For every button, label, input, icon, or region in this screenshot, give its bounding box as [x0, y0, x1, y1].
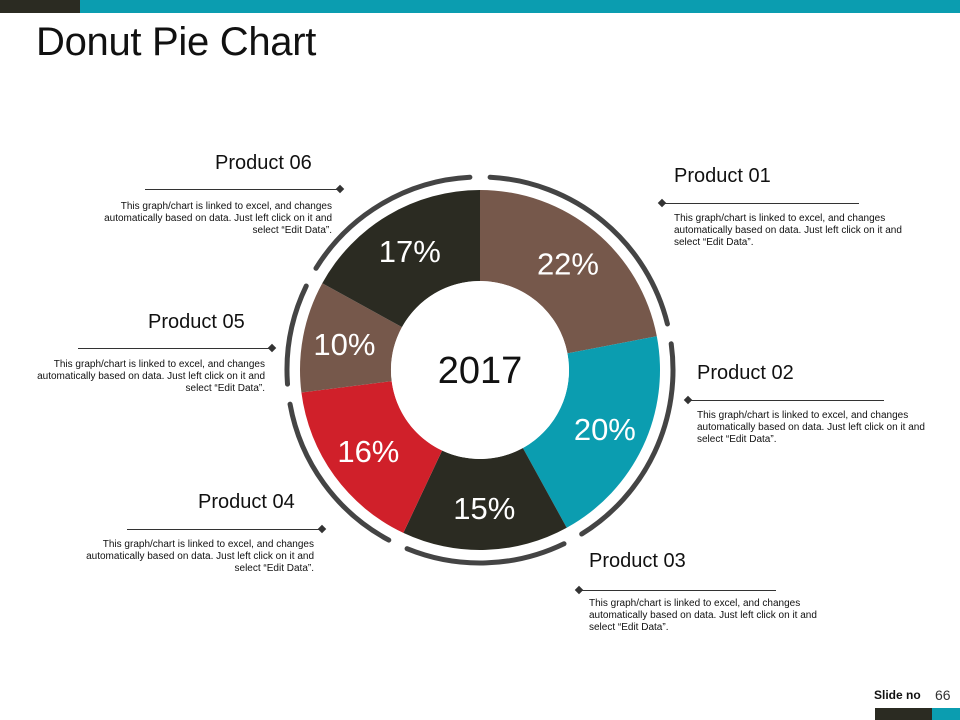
callout-line — [662, 203, 859, 204]
slice-product-01[interactable] — [480, 190, 657, 354]
callout-title: Product 04 — [198, 491, 295, 513]
donut-slices — [299, 190, 660, 550]
outer-ring-arc — [404, 541, 567, 566]
callout-title: Product 06 — [215, 152, 312, 174]
donut-hole — [391, 281, 569, 459]
outer-ring-arcs — [284, 174, 676, 566]
callout-description: This graph/chart is linked to excel, and… — [86, 539, 314, 574]
slice-product-04[interactable] — [301, 381, 443, 533]
callout-title: Product 01 — [674, 165, 771, 187]
outer-ring-arc — [313, 174, 473, 271]
slice-labels: 22% 20% 15% 16% 10% 17% — [313, 234, 635, 526]
slide-number: 66 — [935, 687, 951, 703]
slice-value-label: 22% — [537, 247, 599, 282]
outer-ring-arc — [284, 283, 309, 387]
callout-description: This graph/chart is linked to excel, and… — [589, 598, 817, 633]
callout-line — [579, 590, 776, 591]
slice-value-label: 15% — [453, 491, 515, 526]
callout-title: Product 02 — [697, 362, 794, 384]
outer-ring-arc — [579, 341, 676, 537]
page-title: Donut Pie Chart — [36, 20, 317, 64]
slide-number-label: Slide no — [874, 688, 921, 702]
callout-line — [688, 400, 884, 401]
callout-description: This graph/chart is linked to excel, and… — [697, 410, 925, 445]
slice-value-label: 10% — [313, 327, 375, 362]
callout-line — [127, 529, 323, 530]
slice-product-02[interactable] — [522, 336, 660, 528]
slice-value-label: 20% — [574, 412, 636, 447]
slice-value-label: 17% — [379, 234, 441, 269]
bottom-accent-bar-dark — [875, 708, 932, 720]
slice-product-06[interactable] — [322, 190, 480, 328]
slice-product-03[interactable] — [403, 447, 567, 550]
outer-ring-arc — [487, 174, 670, 327]
callout-line — [78, 348, 273, 349]
callout-title: Product 05 — [148, 311, 245, 333]
slice-value-label: 16% — [337, 434, 399, 469]
outer-ring-arc — [287, 401, 392, 543]
top-accent-bar-dark — [0, 0, 80, 13]
callout-title: Product 03 — [589, 550, 686, 572]
center-year-label: 2017 — [438, 350, 523, 392]
callout-description: This graph/chart is linked to excel, and… — [37, 359, 265, 394]
callout-description: This graph/chart is linked to excel, and… — [674, 213, 902, 248]
slice-product-05[interactable] — [299, 283, 403, 393]
top-accent-bar-teal — [80, 0, 960, 13]
bottom-accent-bar-teal — [932, 708, 960, 720]
callout-line — [145, 189, 341, 190]
callout-description: This graph/chart is linked to excel, and… — [104, 201, 332, 236]
